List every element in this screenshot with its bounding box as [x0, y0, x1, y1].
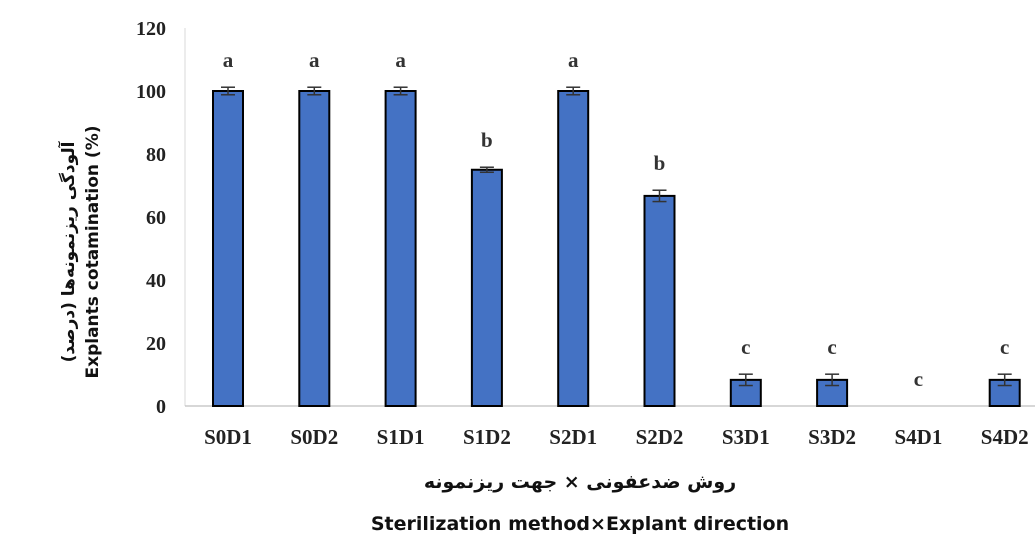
- x-tick-label: S1D2: [463, 425, 511, 449]
- bar-series: a a a b a b c c c c: [212, 48, 1021, 408]
- bar: [557, 90, 590, 407]
- x-axis-categories: S0D1 S0D2 S1D1 S1D2 S2D1 S2D2 S3D1 S3D2 S4D1 S4D2: [204, 425, 1029, 449]
- bar: [212, 90, 244, 407]
- significance-label: b: [654, 151, 666, 175]
- significance-label: a: [309, 48, 320, 72]
- significance-label: c: [914, 367, 923, 391]
- x-tick-label: S4D2: [981, 425, 1029, 449]
- bar: [988, 378, 1021, 408]
- significance-label: c: [827, 335, 836, 359]
- significance-label: a: [223, 48, 234, 72]
- x-axis-label-en: Sterilization method×Explant direction: [371, 513, 789, 534]
- bar: [298, 90, 331, 407]
- y-axis-label-en: Explants cotamination (%): [83, 125, 103, 378]
- x-tick-label: S4D1: [894, 425, 942, 449]
- x-tick-label: S1D1: [377, 425, 425, 449]
- significance-label: b: [481, 128, 493, 152]
- y-axis-ticks: 0 20 40 60 80 100 120: [136, 18, 166, 418]
- significance-label: a: [568, 48, 579, 72]
- y-axis-title: آلودگی ریزنمونه‌ها (درصد) Explants cotam…: [57, 125, 103, 378]
- x-tick-label: S2D2: [636, 425, 684, 449]
- significance-label: a: [395, 48, 406, 72]
- significance-label: c: [1000, 335, 1009, 359]
- bar: [643, 194, 676, 407]
- y-tick-label: 0: [156, 396, 166, 418]
- y-tick-label: 40: [146, 270, 166, 292]
- x-tick-label: S2D1: [549, 425, 597, 449]
- significance-label: c: [741, 335, 750, 359]
- x-tick-label: S0D1: [204, 425, 252, 449]
- y-tick-label: 60: [146, 207, 166, 229]
- bar: [470, 168, 503, 407]
- y-tick-label: 20: [146, 333, 166, 355]
- x-tick-label: S3D1: [722, 425, 770, 449]
- x-tick-label: S0D2: [290, 425, 338, 449]
- y-tick-label: 100: [136, 81, 166, 103]
- y-tick-label: 80: [146, 144, 166, 166]
- bar: [384, 90, 417, 407]
- y-axis-label-fa: آلودگی ریزنمونه‌ها (درصد): [57, 140, 79, 362]
- y-tick-label: 120: [136, 18, 166, 40]
- x-axis-label-fa: روش ضدعفونی × جهت ریزنمونه: [424, 471, 736, 493]
- x-tick-label: S3D2: [808, 425, 856, 449]
